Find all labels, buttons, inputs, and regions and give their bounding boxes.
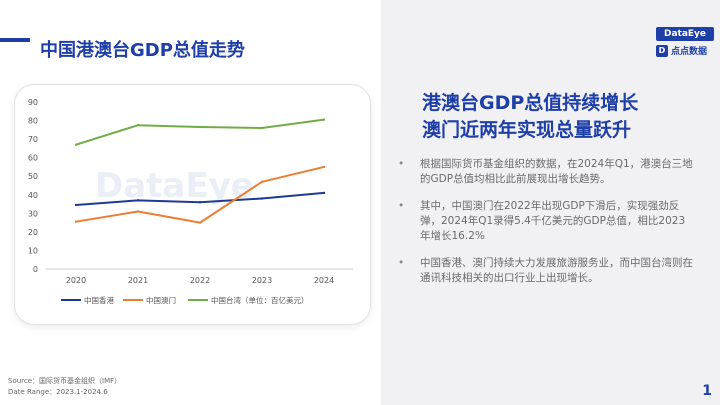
date-range-line: Date Range：2023.1-2024.6 — [8, 388, 108, 396]
data-point — [260, 126, 264, 130]
y-tick-label: 60 — [28, 154, 38, 163]
data-point — [260, 180, 264, 183]
y-tick-label: 30 — [28, 209, 38, 218]
headline-line-2: 澳门近两年实现总量跃升 — [422, 119, 632, 141]
data-point — [322, 165, 326, 169]
data-point — [74, 220, 78, 223]
data-point — [198, 221, 202, 224]
title-accent-bar — [0, 38, 30, 42]
bullet-list: 根据国际货币基金组织的数据，在2024年Q1，港澳台三地的GDP总值均相比此前展… — [398, 157, 694, 298]
data-point — [136, 199, 140, 202]
dataeye-logo: DataEye — [656, 27, 714, 41]
y-tick-label: 50 — [28, 172, 38, 181]
data-point — [322, 118, 326, 121]
bullet-item: 根据国际货币基金组织的数据，在2024年Q1，港澳台三地的GDP总值均相比此前展… — [398, 157, 694, 187]
legend-label: 中国香港 — [84, 295, 114, 305]
diandian-icon: D — [656, 44, 668, 57]
y-axis: 0 10 20 30 40 50 60 70 80 90 — [28, 98, 38, 274]
data-point — [260, 197, 264, 200]
bullet-item: 中国香港、澳门持续大力发展旅游服务业，而中国台湾则在通讯科技相关的出口行业上出现… — [398, 256, 694, 286]
diandian-logo: D 点点数据 — [656, 44, 714, 57]
series-layer — [74, 118, 326, 224]
data-point — [74, 203, 78, 207]
chart-legend: 中国香港 中国澳门 中国台湾（单位：百亿美元） — [61, 295, 309, 305]
y-tick-label: 20 — [28, 228, 38, 237]
chart-card: DataEye 0 10 20 30 40 50 60 70 80 90 2020 2021 2022… — [14, 84, 371, 325]
data-point — [136, 210, 140, 213]
diandian-name: 点点数据 — [671, 47, 708, 57]
source-line: Source：国际货币基金组织（IMF） — [8, 377, 122, 385]
x-tick-label: 2024 — [314, 276, 334, 285]
x-tick-label: 2021 — [128, 276, 148, 285]
y-tick-label: 0 — [33, 265, 38, 274]
x-tick-label: 2020 — [66, 276, 86, 285]
y-tick-label: 80 — [28, 117, 38, 126]
legend-label: 中国台湾（单位：百亿美元） — [211, 295, 309, 305]
data-point — [136, 123, 140, 127]
y-tick-label: 40 — [28, 191, 38, 200]
legend-label: 中国澳门 — [146, 295, 176, 305]
y-tick-label: 10 — [28, 246, 38, 255]
chart-watermark: DataEye — [95, 166, 254, 206]
source-note: Source：国际货币基金组织（IMF） Date Range：2023.1-2… — [8, 376, 121, 398]
brand-logo: DataEye D 点点数据 — [656, 27, 714, 57]
series-line — [75, 118, 325, 146]
data-point — [322, 191, 326, 195]
data-point — [198, 125, 202, 129]
x-tick-label: 2023 — [252, 276, 272, 285]
headline-line-1: 港澳台GDP总值持续增长 — [422, 92, 639, 114]
gdp-line-chart: DataEye 0 10 20 30 40 50 60 70 80 90 2020 2021 2022… — [28, 98, 353, 305]
y-tick-label: 70 — [28, 135, 38, 144]
bullet-item: 其中，中国澳门在2022年出现GDP下滑后，实现强劲反弹，2024年Q1录得5.… — [398, 199, 694, 244]
data-point — [74, 143, 78, 146]
data-point — [198, 201, 202, 204]
page-number: 1 — [702, 383, 712, 399]
x-axis: 2020 2021 2022 2023 2024 — [45, 268, 353, 285]
y-tick-label: 90 — [28, 98, 38, 107]
headline: 港澳台GDP总值持续增长 澳门近两年实现总量跃升 — [422, 90, 638, 144]
page-title: 中国港澳台GDP总值走势 — [40, 40, 245, 61]
x-tick-label: 2022 — [190, 276, 210, 285]
